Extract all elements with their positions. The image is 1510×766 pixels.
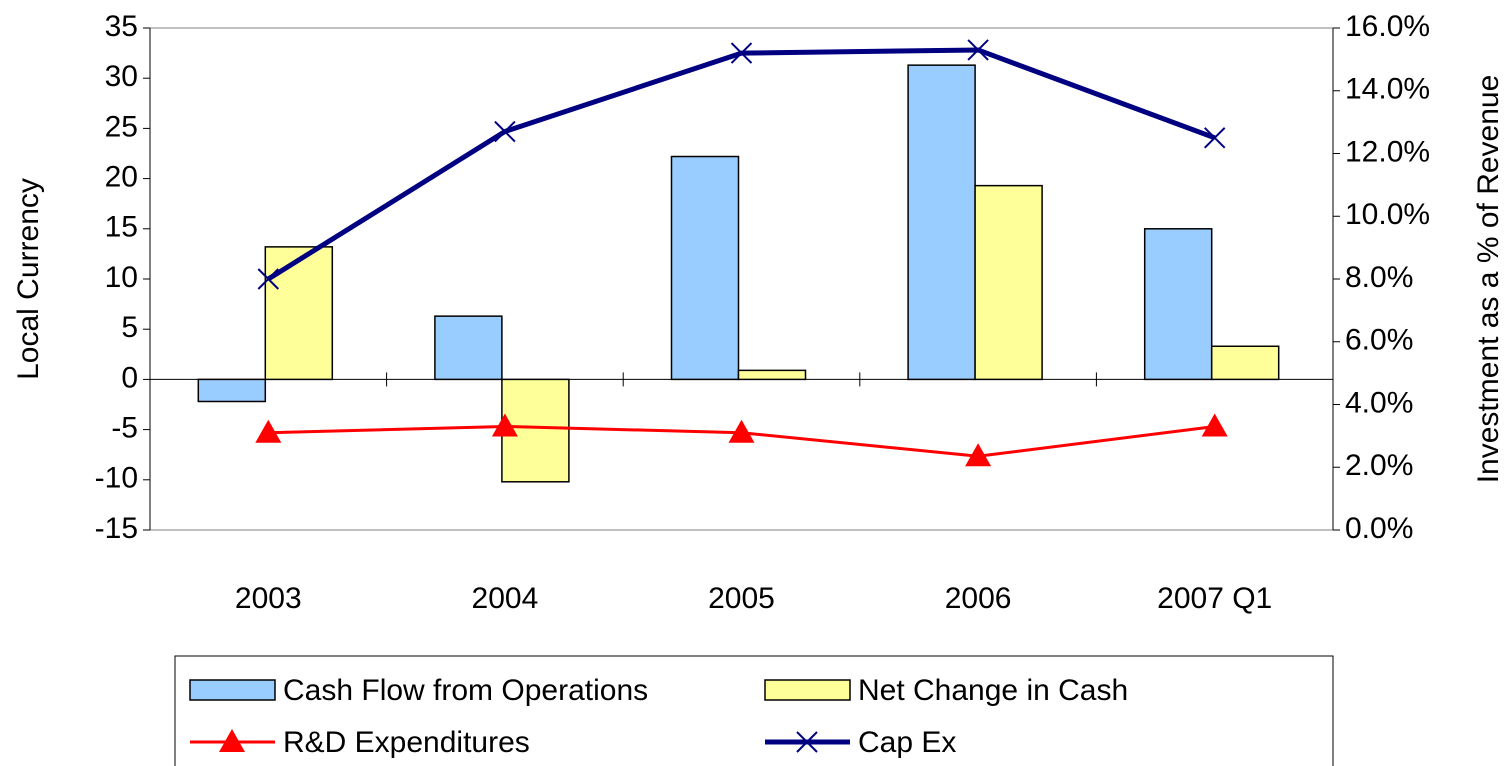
legend <box>174 655 1334 766</box>
bar <box>974 184 1043 381</box>
y2-tick-label: 6.0% <box>1345 324 1413 357</box>
legend-label: Cash Flow from Operations <box>283 674 648 707</box>
marker <box>967 39 989 61</box>
bar <box>1143 228 1213 381</box>
marker <box>1201 413 1228 437</box>
marker <box>728 419 755 443</box>
legend-label: Net Change in Cash <box>858 674 1128 707</box>
bar <box>434 315 503 381</box>
y-tick-label: 30 <box>105 60 138 93</box>
y2-tick-label: 12.0% <box>1345 135 1430 168</box>
x-tick-label: 2005 <box>708 582 775 615</box>
bar <box>264 246 334 381</box>
y-tick-label: 15 <box>105 211 138 244</box>
y2-tick-label: 16.0% <box>1345 10 1430 43</box>
x-tick-label: 2007 Q1 <box>1157 582 1272 615</box>
legend-marker <box>796 731 818 753</box>
y-tick-label: 5 <box>121 311 138 344</box>
y-tick-label: -15 <box>95 512 138 545</box>
legend-label: Cap Ex <box>858 726 956 759</box>
y2-axis-label: Investment as a % of Revenue <box>1472 75 1505 484</box>
legend-swatch <box>189 679 276 701</box>
bar <box>670 155 740 381</box>
marker <box>1203 127 1226 149</box>
x-tick-label: 2006 <box>945 582 1012 615</box>
y2-tick-label: 2.0% <box>1345 449 1413 482</box>
y2-tick-label: 0.0% <box>1345 512 1413 545</box>
marker <box>255 419 282 443</box>
marker <box>494 120 516 143</box>
y2-tick-label: 14.0% <box>1345 73 1430 106</box>
line <box>266 47 1216 282</box>
bar <box>197 378 267 403</box>
y2-tick-label: 10.0% <box>1345 198 1430 231</box>
legend-marker <box>219 729 245 752</box>
y-tick-label: 0 <box>121 361 138 394</box>
bar <box>907 64 976 381</box>
y2-tick-label: 8.0% <box>1345 261 1413 294</box>
bar <box>737 369 807 381</box>
bar <box>1210 345 1280 381</box>
y-tick-label: 25 <box>105 110 138 143</box>
marker <box>965 443 992 467</box>
marker <box>491 413 518 437</box>
legend-swatch <box>764 679 851 701</box>
x-tick-label: 2004 <box>472 582 539 615</box>
y-tick-label: 10 <box>105 261 138 294</box>
y-tick-label: 35 <box>105 10 138 43</box>
y-tick-label: -5 <box>111 412 138 445</box>
y-tick-label: -10 <box>95 462 138 495</box>
y2-tick-label: 4.0% <box>1345 386 1413 419</box>
y-axis-label: Local Currency <box>12 178 45 380</box>
marker <box>257 268 280 290</box>
marker <box>730 42 753 64</box>
x-tick-label: 2003 <box>235 582 302 615</box>
y-tick-label: 20 <box>105 161 138 194</box>
legend-label: R&D Expenditures <box>283 726 530 759</box>
